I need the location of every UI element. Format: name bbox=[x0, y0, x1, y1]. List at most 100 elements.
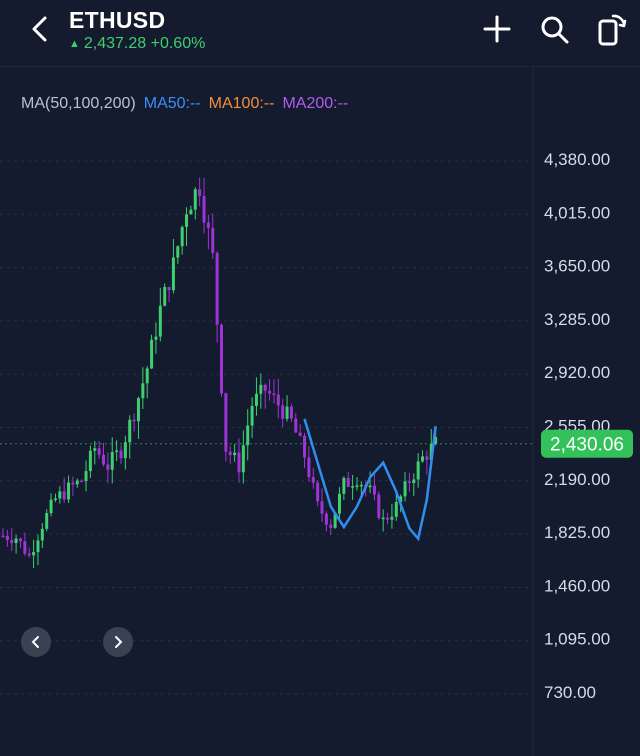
candle-body bbox=[359, 484, 363, 487]
candle-body bbox=[399, 496, 403, 502]
candle-body bbox=[394, 501, 398, 517]
candle-body bbox=[412, 479, 416, 484]
y-tick-label: 2,920.00 bbox=[544, 363, 610, 382]
candle-body bbox=[281, 405, 285, 419]
candle-body bbox=[110, 452, 114, 470]
candle-body bbox=[407, 481, 411, 484]
candle-body bbox=[381, 517, 385, 520]
candle-body bbox=[429, 444, 433, 460]
candle-body bbox=[337, 493, 341, 514]
candle-body bbox=[303, 435, 307, 458]
candle-body bbox=[294, 418, 298, 433]
candle-body bbox=[377, 494, 381, 518]
candle-body bbox=[154, 336, 158, 340]
candle-body bbox=[80, 480, 84, 483]
candle-body bbox=[53, 498, 57, 500]
y-axis-ticks: 4,380.00 4,015.00 3,650.00 3,285.00 2,920.00… bbox=[544, 150, 610, 702]
candle-body bbox=[276, 394, 280, 406]
candle-body bbox=[180, 226, 184, 247]
candle-body bbox=[233, 452, 237, 456]
add-icon[interactable] bbox=[481, 12, 513, 46]
candle-body bbox=[329, 524, 333, 528]
y-tick-label: 1,095.00 bbox=[544, 630, 610, 649]
moving-average-line bbox=[303, 418, 437, 542]
candle-body bbox=[342, 477, 346, 494]
candle-body bbox=[320, 501, 324, 514]
candle-body bbox=[189, 209, 193, 215]
candle-body bbox=[355, 485, 359, 487]
candle-body bbox=[62, 491, 66, 500]
candle-body bbox=[176, 246, 180, 258]
candle-body bbox=[167, 287, 171, 291]
y-tick-label: 730.00 bbox=[544, 683, 596, 702]
candle-body bbox=[285, 406, 289, 419]
candle-body bbox=[272, 393, 276, 395]
ma50-value: MA50:-- bbox=[143, 95, 201, 112]
candle-body bbox=[311, 477, 315, 483]
chevron-left-icon bbox=[31, 636, 39, 648]
candle-body bbox=[198, 189, 202, 196]
candle-body bbox=[185, 214, 189, 227]
candle-body bbox=[171, 257, 175, 291]
candle-body bbox=[75, 480, 79, 485]
candle-body bbox=[241, 445, 245, 473]
candle-body bbox=[123, 442, 127, 459]
candle-body bbox=[220, 324, 223, 394]
candle-body bbox=[14, 538, 18, 544]
rotate-screen-icon[interactable] bbox=[596, 12, 628, 46]
candle-body bbox=[115, 450, 119, 453]
candle-body bbox=[150, 339, 154, 369]
candle-body bbox=[58, 491, 62, 499]
candle-body bbox=[237, 452, 241, 473]
candle-body bbox=[324, 513, 328, 525]
candle-body bbox=[351, 486, 355, 488]
candle-body bbox=[93, 448, 97, 451]
candle-body bbox=[1, 535, 5, 538]
candle-body bbox=[71, 482, 75, 485]
candle-body bbox=[32, 552, 36, 556]
price-change: ▲ 2,437.28 +0.60% bbox=[69, 35, 205, 53]
candle-body bbox=[141, 383, 145, 399]
candle-body bbox=[434, 437, 438, 445]
candle-body bbox=[36, 540, 40, 553]
candle-body bbox=[228, 451, 232, 456]
candle-body bbox=[298, 432, 302, 436]
ma100-value: MA100:-- bbox=[208, 95, 275, 112]
y-tick-label: 3,285.00 bbox=[544, 310, 610, 329]
candle-body bbox=[425, 456, 429, 460]
y-tick-label: 1,460.00 bbox=[544, 576, 610, 595]
y-tick-label: 2,190.00 bbox=[544, 470, 610, 489]
candle-body bbox=[106, 464, 110, 470]
candle-body bbox=[259, 384, 263, 394]
candle-body bbox=[263, 384, 267, 391]
back-arrow-icon[interactable] bbox=[26, 14, 56, 44]
header-bar: ETHUSD ▲ 2,437.28 +0.60% bbox=[0, 0, 640, 67]
scroll-right-button[interactable] bbox=[103, 627, 133, 657]
up-triangle-icon: ▲ bbox=[69, 38, 80, 50]
candle-body bbox=[246, 425, 250, 446]
candle-body bbox=[390, 516, 394, 520]
candle-body bbox=[206, 222, 210, 228]
candle-body bbox=[45, 513, 49, 529]
candle-body bbox=[5, 535, 9, 541]
candle-body bbox=[145, 368, 149, 384]
candle-body bbox=[102, 454, 106, 465]
candle-body bbox=[215, 252, 219, 325]
moving-average-legend: MA(50,100,200) MA50:-- MA100:-- MA200:-- bbox=[21, 95, 356, 113]
candle-body bbox=[250, 405, 254, 426]
candle-body bbox=[211, 227, 215, 253]
candle-body bbox=[10, 540, 14, 544]
candle-body bbox=[132, 419, 136, 422]
candle-body bbox=[18, 538, 22, 542]
scroll-left-button[interactable] bbox=[21, 627, 51, 657]
search-icon[interactable] bbox=[538, 12, 570, 46]
y-tick-label: 4,380.00 bbox=[544, 150, 610, 169]
candle-body bbox=[368, 485, 372, 488]
candle-body bbox=[84, 471, 88, 482]
ma-label: MA(50,100,200) bbox=[21, 95, 136, 112]
chevron-right-icon bbox=[115, 636, 123, 648]
symbol-title: ETHUSD bbox=[69, 7, 166, 33]
ma200-value: MA200:-- bbox=[282, 95, 349, 112]
candle-body bbox=[224, 393, 228, 452]
